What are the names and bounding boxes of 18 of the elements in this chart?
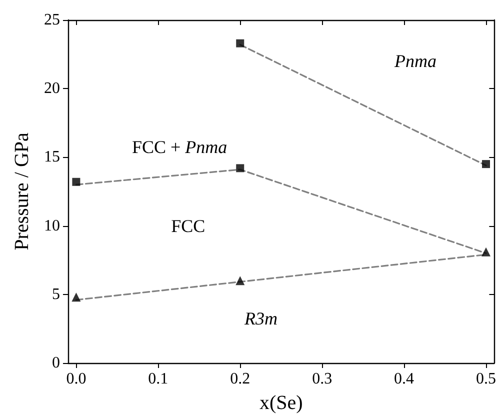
y-tick-label: 20 xyxy=(44,80,60,98)
y-tick-label: 5 xyxy=(52,286,60,303)
annotation: FCC xyxy=(171,216,206,236)
x-tick-label: 0.1 xyxy=(148,370,168,388)
y-tick-label: 15 xyxy=(44,148,60,166)
annotation: R3m xyxy=(244,308,278,328)
x-tick-label: 0.4 xyxy=(394,370,414,388)
y-tick-label: 10 xyxy=(44,217,60,234)
annotation: FCC + Pnma xyxy=(132,136,228,157)
x-tick-label: 0.2 xyxy=(230,370,250,388)
y-tick-label: 0 xyxy=(52,354,60,372)
x-tick-label: 0.0 xyxy=(66,370,86,388)
annotation: Pnma xyxy=(393,51,436,72)
x-tick-label: 0.5 xyxy=(476,370,496,388)
x-tick-label: 0.3 xyxy=(312,370,332,388)
y-axis-title: Pressure / GPa xyxy=(11,132,33,250)
y-tick-label: 25 xyxy=(44,12,60,28)
x-axis-title: x(Se) xyxy=(259,392,303,414)
